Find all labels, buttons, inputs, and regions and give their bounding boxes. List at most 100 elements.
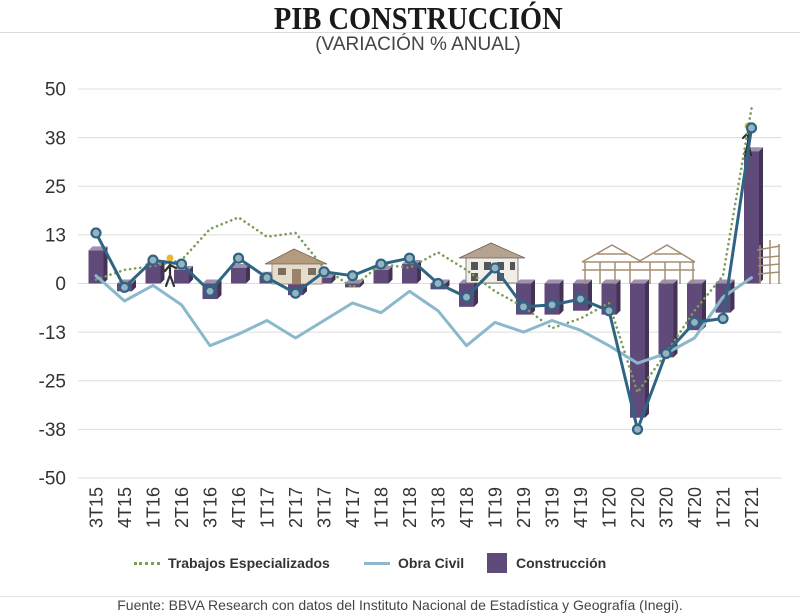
line-series-4 — [94, 126, 753, 431]
bar-side-face — [217, 279, 222, 300]
x-tick-label: 4T18 — [457, 487, 477, 528]
bar-side-face — [246, 263, 250, 284]
bar-side-face — [160, 260, 165, 284]
bar-series-group — [88, 147, 763, 418]
legend-item-obra-civil: Obra Civil — [364, 552, 464, 574]
scaffold-illustration — [756, 240, 781, 284]
point-series-4 — [745, 122, 758, 134]
chart-area: 3T15 4T15 1T16 2T16 3T16 4T16 1T17 2T17 3T17 4T17… — [39, 80, 782, 528]
x-tick-label: 4T17 — [343, 487, 363, 528]
y-tick-label: 25 — [45, 177, 66, 198]
point-series-4 — [546, 299, 558, 311]
x-tick-label: 3T19 — [542, 487, 562, 528]
bar-side-face — [531, 279, 535, 315]
y-tick-label: 13 — [45, 226, 66, 247]
house-frame-illustration — [581, 244, 696, 284]
y-tick-label: -25 — [39, 371, 66, 392]
point-series-4 — [346, 270, 359, 282]
point-series-4 — [261, 272, 273, 284]
point-series-4 — [318, 266, 330, 278]
house-illustration — [264, 248, 328, 285]
bar-front-face — [373, 269, 389, 284]
bar-top-face — [544, 279, 564, 284]
point-series-4 — [375, 258, 387, 270]
point-series-4 — [403, 252, 416, 264]
legend-swatch-dotted-line — [134, 561, 160, 565]
construction-illustrations — [163, 122, 781, 288]
bar-side-face — [616, 279, 621, 315]
x-tick-label: 1T16 — [143, 487, 163, 528]
x-tick-label: 3T17 — [314, 487, 334, 528]
legend-swatch-line — [364, 561, 390, 565]
bar-top-face — [516, 279, 535, 284]
bar-front-face — [174, 269, 189, 284]
x-tick-label: 4T19 — [571, 487, 591, 528]
line-trabajos-especializados — [94, 107, 753, 394]
y-tick-label: 0 — [55, 274, 66, 295]
worker-figure-illustration — [163, 254, 178, 288]
point-series-4 — [517, 301, 530, 313]
x-tick-label: 1T18 — [371, 487, 391, 528]
legend-label: Construcción — [516, 555, 607, 571]
legend-label: Trabajos Especializados — [168, 555, 330, 571]
y-tick-label: -13 — [39, 323, 66, 344]
x-tick-label: 2T19 — [514, 487, 534, 528]
house-windows — [278, 268, 316, 275]
bar-side-face — [331, 273, 336, 284]
point-series-4 — [660, 347, 672, 360]
y-axis-labels: 50 38 25 13 0 -13 -25 -38 -50 — [39, 80, 66, 490]
line-series-group — [90, 107, 758, 435]
bar-side-face — [730, 279, 735, 313]
bar-front-face — [744, 151, 759, 284]
x-tick-label: 1T21 — [713, 487, 733, 528]
bar-top-face — [231, 263, 250, 268]
bar-top-face — [687, 279, 706, 284]
y-tick-label: -50 — [39, 469, 66, 490]
building-windows — [471, 262, 515, 281]
bar-front-face — [402, 264, 417, 284]
point-series-4 — [574, 293, 587, 305]
house-door — [292, 269, 301, 284]
point-series-4 — [118, 281, 131, 293]
chart-subtitle: (VARIACIÓN % ANUAL) — [315, 34, 521, 55]
x-tick-label: 4T16 — [229, 487, 249, 528]
bar-construccion — [373, 265, 393, 284]
x-tick-label: 3T18 — [428, 487, 448, 528]
point-series-4 — [175, 258, 188, 270]
x-tick-label: 1T19 — [485, 487, 505, 528]
x-tick-label: 2T21 — [742, 487, 762, 528]
worker-helmet — [166, 254, 174, 262]
x-tick-label: 2T20 — [628, 487, 648, 528]
legend-swatch-bar — [487, 553, 507, 573]
point-series-4 — [717, 312, 729, 325]
x-tick-label: 1T17 — [257, 487, 277, 528]
y-tick-label: -38 — [39, 420, 66, 441]
bar-front-face — [231, 267, 246, 284]
footer-rule — [0, 596, 800, 597]
point-series-4 — [204, 285, 216, 297]
bar-side-face — [702, 279, 706, 331]
bar-side-face — [474, 279, 478, 307]
x-tick-label: 2T18 — [400, 487, 420, 528]
title-rule — [0, 32, 800, 33]
point-series-4 — [489, 262, 501, 274]
x-tick-label: 2T17 — [286, 487, 306, 528]
point-series-4 — [432, 277, 444, 290]
y-tick-label: 38 — [45, 128, 66, 149]
line-obra-civil — [94, 274, 753, 365]
bar-top-face — [573, 279, 592, 284]
bar-front-face — [630, 283, 645, 418]
x-tick-label: 4T20 — [685, 487, 705, 528]
building-roof — [458, 242, 526, 259]
bar-side-face — [132, 279, 136, 292]
worker-body — [163, 260, 178, 288]
point-series-4 — [147, 254, 159, 266]
bar-side-face — [588, 279, 592, 311]
x-tick-label: 2T16 — [172, 487, 192, 528]
point-series-4 — [90, 227, 102, 239]
legend-label: Obra Civil — [398, 555, 465, 571]
x-axis-labels: 3T15 4T15 1T16 2T16 3T16 4T16 1T17 2T17 3T17 4T17… — [86, 487, 762, 528]
legend-item-construccion: Construcción — [487, 552, 606, 574]
bar-front-face — [145, 264, 161, 284]
source-note: Fuente: BBVA Research con datos del Inst… — [117, 597, 683, 613]
